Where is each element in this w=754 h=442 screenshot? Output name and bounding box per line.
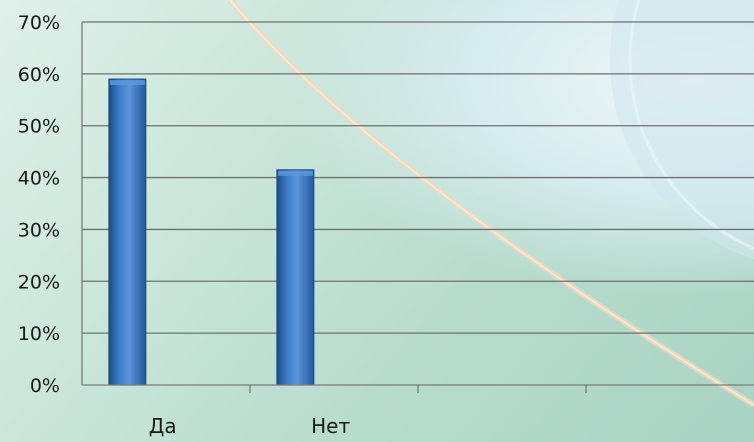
x-category-label: Да xyxy=(149,414,177,438)
x-category-label: Нет xyxy=(311,414,350,438)
gridlines xyxy=(82,21,754,334)
y-axis-tick-labels: 0% 10% 20% 30% 40% 50% 60% 70% xyxy=(18,12,60,397)
y-tick-label: 70% xyxy=(18,12,60,34)
y-tick-label: 40% xyxy=(18,168,60,190)
bar-top-highlight xyxy=(277,170,313,176)
background-decoration xyxy=(227,0,754,408)
y-tick-label: 60% xyxy=(18,64,60,86)
axes xyxy=(81,22,754,393)
bar-top-highlight xyxy=(109,80,145,86)
y-tick-label: 10% xyxy=(18,323,60,345)
x-axis-category-labels: Да Нет xyxy=(149,414,351,438)
bar xyxy=(276,169,315,386)
y-tick-label: 30% xyxy=(18,219,60,241)
y-tick-label: 0% xyxy=(30,375,60,397)
y-tick-label: 50% xyxy=(18,116,60,138)
y-tick-label: 20% xyxy=(18,271,60,293)
bars xyxy=(108,78,315,386)
bar xyxy=(108,78,147,386)
